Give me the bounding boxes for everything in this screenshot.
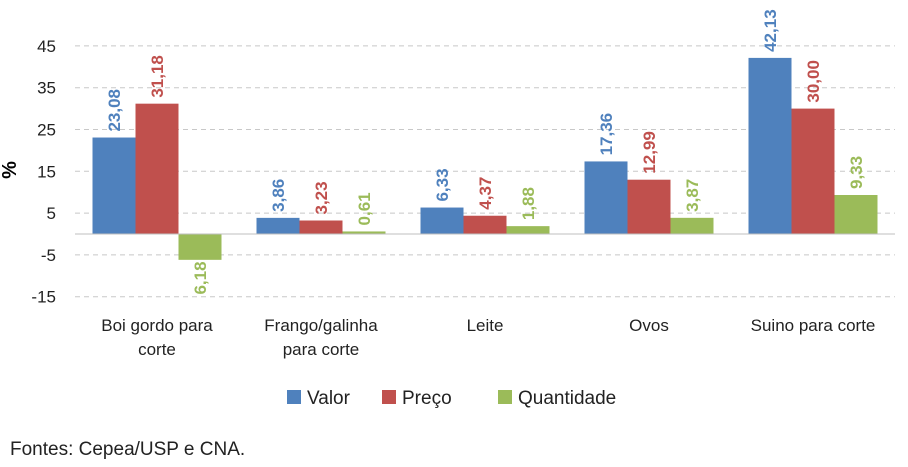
legend-swatch-valor xyxy=(287,390,301,404)
bar-valor xyxy=(748,57,792,234)
data-label: 6,18 xyxy=(191,261,210,294)
bar-quantidade xyxy=(342,231,386,234)
y-axis-title: % xyxy=(0,161,21,179)
data-label: 6,33 xyxy=(433,168,452,201)
x-category-label: corte xyxy=(138,340,176,359)
data-label: 3,86 xyxy=(269,179,288,212)
bar-quantidade xyxy=(670,217,714,234)
y-tick-label: 35 xyxy=(37,79,56,98)
bar-valor xyxy=(256,217,300,234)
x-category-label: Leite xyxy=(467,316,504,335)
data-label: 3,87 xyxy=(683,179,702,212)
data-label: 23,08 xyxy=(105,89,124,132)
data-label: 12,99 xyxy=(640,131,659,174)
bar-preço xyxy=(627,179,671,234)
y-tick-label: 15 xyxy=(37,162,56,181)
legend-label: Quantidade xyxy=(518,388,616,409)
bar-preço xyxy=(299,220,343,234)
data-label: 17,36 xyxy=(597,113,616,156)
bar-quantidade xyxy=(506,226,550,234)
y-tick-label: 25 xyxy=(37,121,56,140)
data-label: 31,18 xyxy=(148,55,167,98)
y-tick-label: 45 xyxy=(37,37,56,56)
bar-preço xyxy=(791,108,835,234)
x-category-label: Boi gordo para xyxy=(101,316,213,335)
y-tick-label: -5 xyxy=(41,246,56,265)
legend-swatch-quantidade xyxy=(498,390,512,404)
data-label: 0,61 xyxy=(355,192,374,225)
y-tick-label: -15 xyxy=(31,288,56,307)
legend-label: Valor xyxy=(307,388,351,409)
x-category-label: Ovos xyxy=(629,316,669,335)
bar-quantidade xyxy=(178,234,222,260)
x-category-label: Suino para corte xyxy=(751,316,876,335)
data-label: 3,23 xyxy=(312,181,331,214)
bar-valor xyxy=(420,207,464,234)
data-label: 1,88 xyxy=(519,187,538,220)
bar-preço xyxy=(463,215,507,234)
data-label: 9,33 xyxy=(847,156,866,189)
x-category-label: Frango/galinha xyxy=(264,316,378,335)
data-label: 4,37 xyxy=(476,177,495,210)
y-tick-label: 5 xyxy=(47,204,56,223)
data-label: 30,00 xyxy=(804,60,823,103)
source-note: Fontes: Cepea/USP e CNA. xyxy=(10,439,246,460)
x-category-label: para corte xyxy=(283,340,360,359)
bar-preço xyxy=(135,103,179,234)
data-label: 42,13 xyxy=(761,9,780,52)
bar-valor xyxy=(92,137,136,234)
bar-valor xyxy=(584,161,628,234)
legend-label: Preço xyxy=(402,388,452,409)
legend-swatch-preço xyxy=(382,390,396,404)
bar-quantidade xyxy=(834,195,878,234)
